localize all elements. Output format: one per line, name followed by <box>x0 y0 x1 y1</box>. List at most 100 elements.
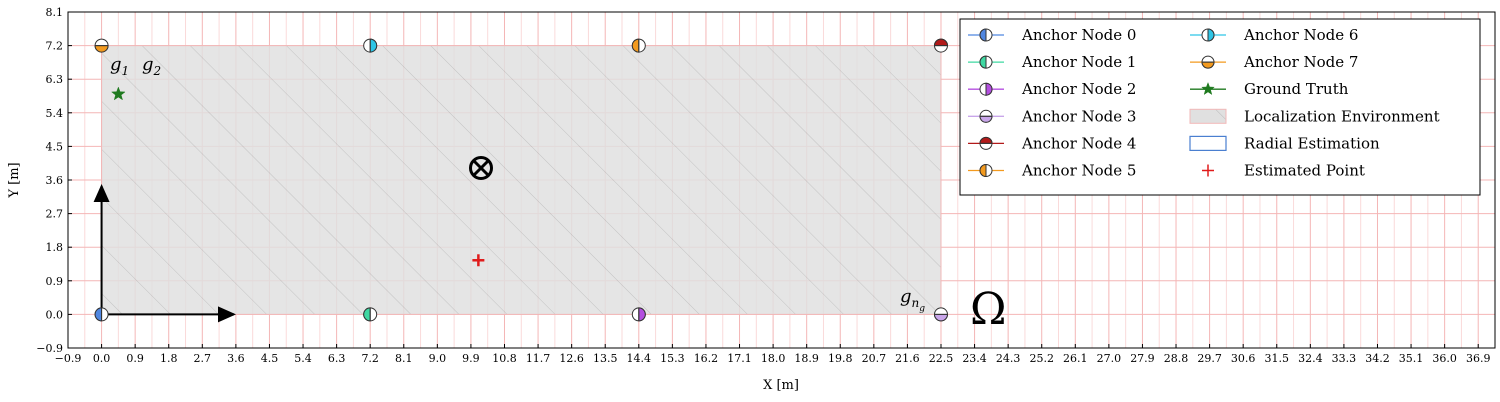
legend-label-anchor-node-2: Anchor Node 2 <box>1021 80 1136 98</box>
y-tick-label: 6.3 <box>46 73 64 86</box>
ground-truth-marker <box>111 86 126 101</box>
x-tick-label: 33.3 <box>1332 352 1357 365</box>
legend-anchor-node-6-marker <box>1201 28 1215 42</box>
x-tick-label: 6.3 <box>328 352 346 365</box>
anchor-node-1-marker <box>363 307 378 322</box>
x-tick-label: 27.0 <box>1097 352 1122 365</box>
legend-label-anchor-node-1: Anchor Node 1 <box>1021 53 1136 71</box>
x-tick-label: 3.6 <box>227 352 245 365</box>
x-tick-label: 4.5 <box>261 352 279 365</box>
points-layer <box>94 38 948 322</box>
x-tick-label: 30.6 <box>1231 352 1256 365</box>
x-tick-label: 29.7 <box>1197 352 1222 365</box>
legend-label-anchor-node-5: Anchor Node 5 <box>1021 162 1136 180</box>
x-tick-label: 1.8 <box>160 352 178 365</box>
x-tick-label: 9.9 <box>462 352 480 365</box>
x-tick-label: 10.8 <box>492 352 517 365</box>
y-tick-label: 0.9 <box>46 275 64 288</box>
anchor-node-2-marker <box>631 307 646 322</box>
ticks: −0.9 0.0 0.9 1.8 2.7 3.6 4.5 5.4 6.3 7.2 8.1 9.0 9.9… <box>36 6 1490 365</box>
x-tick-label: 17.1 <box>727 352 752 365</box>
anchor-node-3-marker <box>933 307 948 322</box>
legend-anchor-node-2-marker <box>979 82 993 96</box>
x-tick-label: 28.8 <box>1164 352 1189 365</box>
legend-label-anchor-node-4: Anchor Node 4 <box>1021 134 1136 152</box>
x-tick-label: 15.3 <box>660 352 685 365</box>
x-tick-label: 0.9 <box>126 352 144 365</box>
x-tick-label: 13.5 <box>593 352 618 365</box>
x-tick-label: 27.9 <box>1130 352 1155 365</box>
estimated-point-marker <box>472 254 485 267</box>
label-g2: g2 <box>142 54 161 78</box>
y-tick-label: 2.7 <box>46 208 64 221</box>
anchor-node-6-marker <box>363 38 378 53</box>
omega-label: Ω <box>970 284 1006 335</box>
x-tick-label: 12.6 <box>559 352 584 365</box>
localization-environment-area <box>101 45 942 315</box>
x-tick-label: 14.4 <box>627 352 652 365</box>
x-tick-label: 36.9 <box>1466 352 1491 365</box>
y-tick-label: 5.4 <box>46 107 64 120</box>
x-tick-label: 18.9 <box>794 352 819 365</box>
x-tick-label: 31.5 <box>1265 352 1290 365</box>
legend: Anchor Node 0 Anchor Node 1 Anchor Node 2 A… <box>959 18 1481 196</box>
legend-anchor-node-1-marker <box>979 55 993 69</box>
x-tick-label: 16.2 <box>694 352 719 365</box>
x-tick-label: −0.9 <box>55 352 82 365</box>
x-tick-label: 23.4 <box>962 352 987 365</box>
y-axis-label: Y [m] <box>7 162 22 198</box>
x-tick-label: 32.4 <box>1298 352 1323 365</box>
label-gng: gng <box>900 286 925 314</box>
annotation-layer: g1 g2 gng Ω <box>93 54 1006 335</box>
y-tick-label: 7.2 <box>46 40 64 53</box>
x-tick-label: 35.1 <box>1399 352 1424 365</box>
legend-label-anchor-node-3: Anchor Node 3 <box>1021 107 1136 125</box>
legend-anchor-node-7-marker <box>1201 55 1215 69</box>
x-tick-label: 25.2 <box>1029 352 1054 365</box>
y-tick-label: 1.8 <box>46 241 64 254</box>
legend-estimated-point-marker <box>1202 164 1214 177</box>
legend-label-radial-estimation: Radial Estimation <box>1244 134 1380 152</box>
x-tick-label: 7.2 <box>361 352 379 365</box>
x-tick-label: 8.1 <box>395 352 413 365</box>
legend-label-anchor-node-7: Anchor Node 7 <box>1243 53 1358 71</box>
label-g1: g1 <box>110 54 129 78</box>
x-axis-label: X [m] <box>763 378 799 393</box>
x-tick-label: 18.0 <box>761 352 786 365</box>
y-tick-label: 3.6 <box>46 174 64 187</box>
legend-anchor-node-3-marker <box>979 109 993 123</box>
y-tick-label: 8.1 <box>46 6 64 19</box>
legend-box <box>959 18 1481 196</box>
anchor-node-0-marker <box>94 307 109 322</box>
x-tick-label: 22.5 <box>929 352 954 365</box>
x-tick-label: 9.0 <box>429 352 447 365</box>
legend-anchor-node-5-marker <box>979 163 993 178</box>
x-tick-label: 26.1 <box>1063 352 1088 365</box>
anchor-node-5-marker <box>631 38 646 53</box>
y-tick-label: 0.0 <box>46 308 64 321</box>
anchor-node-7-marker <box>94 38 109 53</box>
x-tick-label: 24.3 <box>996 352 1021 365</box>
x-tick-label: 21.6 <box>895 352 920 365</box>
x-tick-label: 2.7 <box>194 352 212 365</box>
x-tick-label: 36.0 <box>1432 352 1457 365</box>
x-tick-label: 34.2 <box>1365 352 1390 365</box>
legend-label-anchor-node-6: Anchor Node 6 <box>1243 26 1358 44</box>
x-tick-label: 20.7 <box>862 352 887 365</box>
localization-environment-layer <box>101 45 942 315</box>
anchor-node-4-marker <box>933 38 948 53</box>
legend-ground-truth-marker <box>1201 81 1215 96</box>
y-tick-label: 4.5 <box>46 140 64 153</box>
legend-anchor-node-4-marker <box>979 136 993 150</box>
y-tick-label: −0.9 <box>36 342 63 355</box>
x-tick-label: 19.8 <box>828 352 853 365</box>
legend-label-localization-environment: Localization Environment <box>1244 107 1440 125</box>
x-tick-label: 11.7 <box>526 352 551 365</box>
legend-label-estimated-point: Estimated Point <box>1244 162 1365 180</box>
x-tick-label: 5.4 <box>294 352 312 365</box>
legend-localization-environment-swatch <box>1189 108 1227 124</box>
cross-circle-symbol <box>469 156 493 180</box>
legend-anchor-node-0-marker <box>979 28 993 42</box>
x-tick-label: 0.0 <box>93 352 111 365</box>
